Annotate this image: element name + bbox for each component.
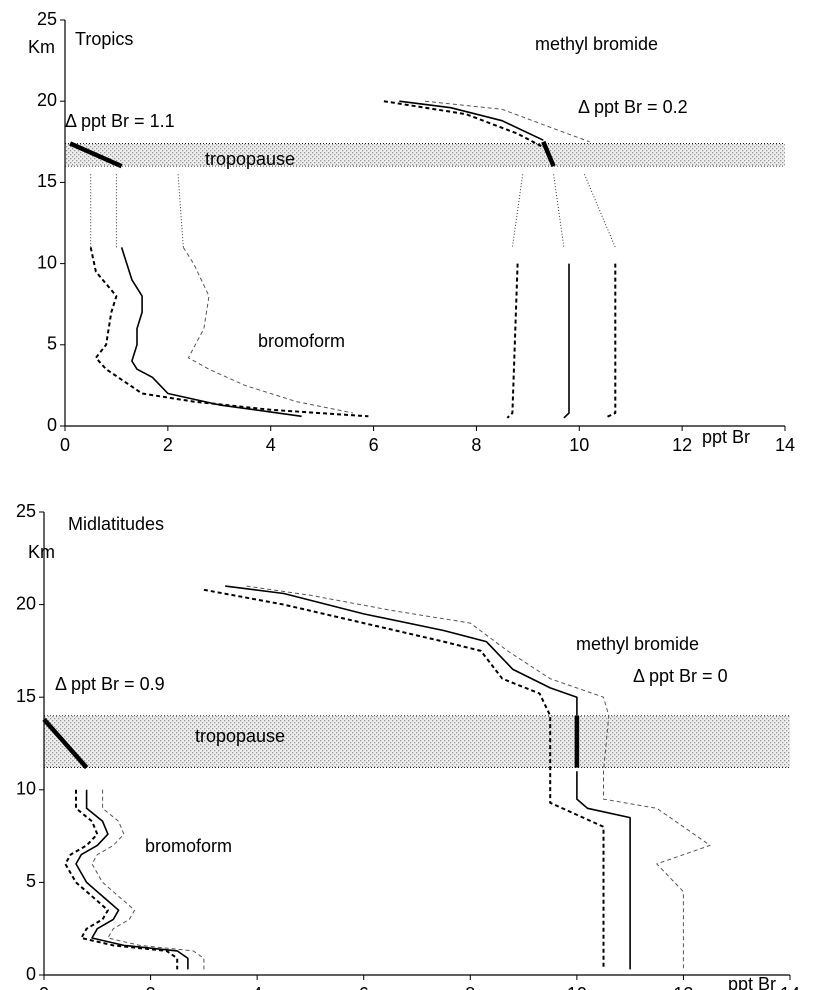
annotation: Δ ppt Br = 0.9 [55,674,165,694]
x-tick-label: 10 [569,435,589,455]
profile-line [246,585,711,970]
profile-line [511,174,524,248]
x-axis-label: ppt Br [728,974,776,990]
panel-title: Tropics [75,29,133,49]
profile-line [553,174,565,248]
annotation: methyl bromide [535,34,658,54]
profile-line [120,247,302,418]
profile-line [424,100,590,143]
x-tick-label: 2 [163,435,173,455]
annotation: tropopause [205,149,295,169]
y-tick-label: 0 [47,415,57,435]
x-tick-label: 14 [780,984,800,990]
x-tick-label: 12 [673,984,693,990]
x-tick-label: 8 [465,984,475,990]
y-axis-label: Km [28,37,55,57]
x-tick-label: 6 [359,984,369,990]
profile-line [576,771,631,970]
profile-line [383,100,549,151]
annotation: Δ ppt Br = 1.1 [65,111,175,131]
y-tick-label: 5 [26,871,36,891]
annotation: bromoform [145,836,232,856]
y-tick-label: 10 [37,252,57,272]
annotation: methyl bromide [576,634,699,654]
y-tick-label: 25 [16,501,36,521]
tropopause-band [65,143,785,167]
x-tick-label: 8 [471,435,481,455]
profile-line [42,717,89,770]
x-tick-label: 14 [775,435,795,455]
profile-line [177,174,184,248]
tropopause-band [44,715,790,768]
y-tick-label: 20 [37,90,57,110]
x-tick-label: 10 [567,984,587,990]
profile-line [541,140,556,168]
x-tick-label: 6 [369,435,379,455]
y-tick-label: 15 [16,686,36,706]
annotation: tropopause [195,726,285,746]
profile-line [604,263,617,419]
y-tick-label: 5 [47,334,57,354]
profile-line [399,100,544,141]
panel-title: Midlatitudes [68,514,164,534]
profile-line [225,585,578,716]
y-axis-label: Km [28,542,55,562]
profile-line [583,174,616,248]
x-tick-label: 0 [39,984,49,990]
profile-line [506,263,519,419]
x-tick-label: 4 [252,984,262,990]
y-tick-label: 25 [37,9,57,29]
x-tick-label: 0 [60,435,70,455]
annotation: Δ ppt Br = 0.2 [578,97,688,117]
profile-line [563,263,570,419]
profile-line [203,588,605,970]
y-tick-label: 15 [37,171,57,191]
x-tick-label: 2 [146,984,156,990]
annotation: Δ ppt Br = 0 [633,666,728,686]
profile-line [69,141,123,169]
x-tick-label: 12 [672,435,692,455]
y-tick-label: 0 [26,964,36,984]
profile-line [89,247,369,418]
profile-line [91,789,205,970]
profile-line [75,789,189,970]
profile-line [182,247,354,414]
y-tick-label: 10 [16,779,36,799]
y-tick-label: 20 [16,593,36,613]
annotation: bromoform [258,331,345,351]
profile-line [64,789,179,970]
x-tick-label: 4 [266,435,276,455]
x-axis-label: ppt Br [702,427,750,447]
